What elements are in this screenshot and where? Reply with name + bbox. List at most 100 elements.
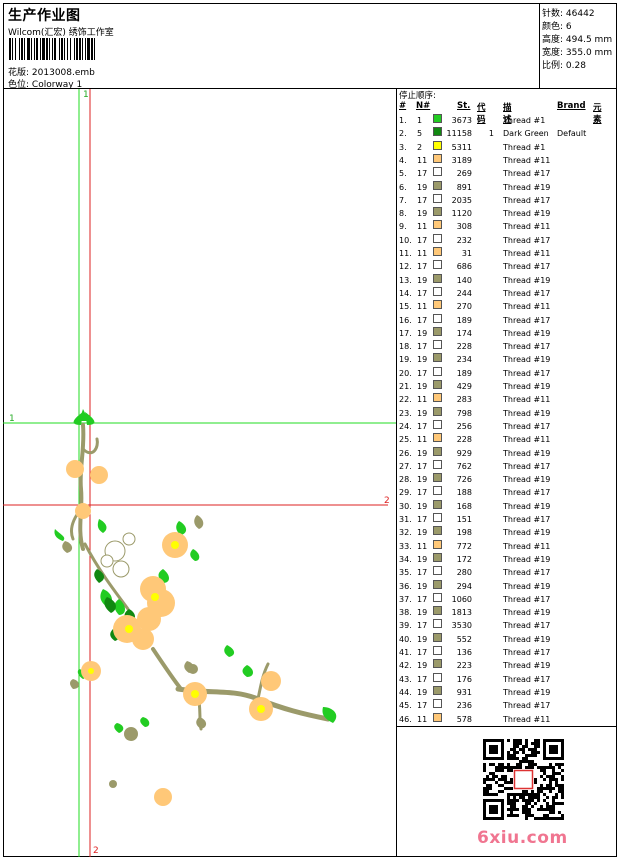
table-row: 43. 17 176 Thread #17 xyxy=(397,672,617,686)
col-needle: N# xyxy=(416,101,431,111)
col-element: 元素 xyxy=(593,103,602,125)
color-swatch xyxy=(433,579,442,589)
row-needle: 17 xyxy=(417,368,428,378)
row-description: Thread #19 xyxy=(503,475,551,485)
row-description: Dark Green xyxy=(503,129,549,139)
row-index: 21. xyxy=(399,382,412,391)
row-description: Thread #19 xyxy=(503,661,551,671)
row-index: 36. xyxy=(399,581,412,591)
design-stats: 针数: 46442 颜色: 6 高度: 494.5 mm 宽度: 355.0 m… xyxy=(540,3,617,89)
row-stitches: 168 xyxy=(456,501,472,511)
color-swatch xyxy=(433,326,442,336)
colorway-label: 色位: xyxy=(8,80,30,90)
stop-sequence-table: 停止顺序: # N# St. 代码 描述 Brand 元素 1. 1 3673 Thr… xyxy=(397,89,617,727)
table-row: 29. 17 188 Thread #17 xyxy=(397,486,617,499)
row-description: Thread #11 xyxy=(503,302,551,312)
table-row: 16. 17 189 Thread #17 xyxy=(397,313,617,327)
row-stitches: 762 xyxy=(456,461,472,471)
table-row: 46. 11 578 Thread #11 xyxy=(397,712,617,726)
row-description: Thread #19 xyxy=(503,182,551,192)
row-index: 30. xyxy=(399,501,412,511)
row-index: 33. xyxy=(399,541,412,551)
table-row: 7. 17 2035 Thread #17 xyxy=(397,193,617,207)
color-swatch xyxy=(433,606,442,616)
row-stitches: 552 xyxy=(456,634,472,644)
olive-leaf-group xyxy=(62,515,273,788)
row-index: 5. xyxy=(399,169,407,179)
color-swatch xyxy=(433,180,442,190)
row-stitches: 244 xyxy=(456,288,472,298)
color-swatch xyxy=(433,207,442,217)
color-swatch xyxy=(433,247,442,256)
guide-label-v2: 2 xyxy=(93,846,99,856)
barcode-image xyxy=(9,38,95,60)
row-index: 35. xyxy=(399,568,412,578)
row-index: 1. xyxy=(399,116,407,125)
col-index: # xyxy=(399,101,407,111)
row-index: 24. xyxy=(399,421,412,431)
row-code: 1 xyxy=(488,129,494,139)
row-needle: 19 xyxy=(417,581,428,591)
guide-label-h2: 2 xyxy=(384,496,390,506)
row-index: 14. xyxy=(399,288,412,298)
color-swatch xyxy=(433,459,442,469)
color-swatch xyxy=(433,592,442,602)
row-brand: Default xyxy=(557,129,587,139)
row-stitches: 2035 xyxy=(451,195,472,205)
row-needle: 19 xyxy=(417,408,428,418)
row-index: 26. xyxy=(399,448,412,458)
row-needle: 17 xyxy=(417,515,428,524)
sheet-frame xyxy=(3,3,617,857)
table-row: 28. 19 726 Thread #19 xyxy=(397,473,617,486)
qr-panel xyxy=(397,727,617,857)
row-description: Thread #17 xyxy=(503,621,551,631)
table-row: 35. 17 280 Thread #17 xyxy=(397,566,617,579)
row-stitches: 269 xyxy=(456,169,472,179)
table-row: 40. 19 552 Thread #19 xyxy=(397,632,617,646)
row-stitches: 256 xyxy=(456,421,472,431)
row-stitches: 3673 xyxy=(451,116,472,125)
color-swatch xyxy=(433,127,442,137)
color-swatch xyxy=(433,552,442,562)
color-swatch xyxy=(433,632,442,642)
row-needle: 17 xyxy=(417,674,428,684)
table-title: 停止顺序: xyxy=(399,91,436,101)
table-row: 2. 5 11158 1 Dark Green Default xyxy=(397,127,617,140)
row-needle: 17 xyxy=(417,421,428,431)
row-description: Thread #17 xyxy=(503,368,551,378)
color-swatch xyxy=(433,393,442,403)
row-needle: 11 xyxy=(417,302,428,312)
colorway-value: Colorway 1 xyxy=(31,80,83,90)
color-swatch xyxy=(433,685,442,695)
row-stitches: 429 xyxy=(456,382,472,391)
color-swatch xyxy=(433,419,442,429)
color-swatch xyxy=(433,340,442,350)
row-description: Thread #19 xyxy=(503,275,551,285)
row-stitches: 189 xyxy=(456,315,472,325)
color-swatch xyxy=(433,672,442,682)
table-row: 8. 19 1120 Thread #19 xyxy=(397,207,617,220)
row-index: 31. xyxy=(399,515,412,524)
color-swatch xyxy=(433,353,442,363)
row-stitches: 578 xyxy=(456,714,472,724)
table-row: 11. 11 31 Thread #11 xyxy=(397,247,617,260)
row-stitches: 31 xyxy=(461,249,472,258)
row-description: Thread #17 xyxy=(503,288,551,298)
row-description: Thread #11 xyxy=(503,714,551,724)
table-row: 33. 11 772 Thread #11 xyxy=(397,539,617,553)
row-needle: 5 xyxy=(417,129,423,139)
color-swatch xyxy=(433,220,442,230)
row-stitches: 891 xyxy=(456,182,472,192)
row-description: Thread #17 xyxy=(503,674,551,684)
color-swatch xyxy=(433,539,442,549)
row-description: Thread #17 xyxy=(503,262,551,272)
row-description: Thread #1 xyxy=(503,142,546,152)
row-needle: 19 xyxy=(417,182,428,192)
row-index: 12. xyxy=(399,262,412,272)
color-swatch xyxy=(433,712,442,722)
color-swatch xyxy=(433,273,442,283)
row-description: Thread #1 xyxy=(503,116,546,125)
row-needle: 17 xyxy=(417,701,428,711)
row-needle: 11 xyxy=(417,395,428,405)
site-logo: 6xiu.com xyxy=(477,828,568,848)
